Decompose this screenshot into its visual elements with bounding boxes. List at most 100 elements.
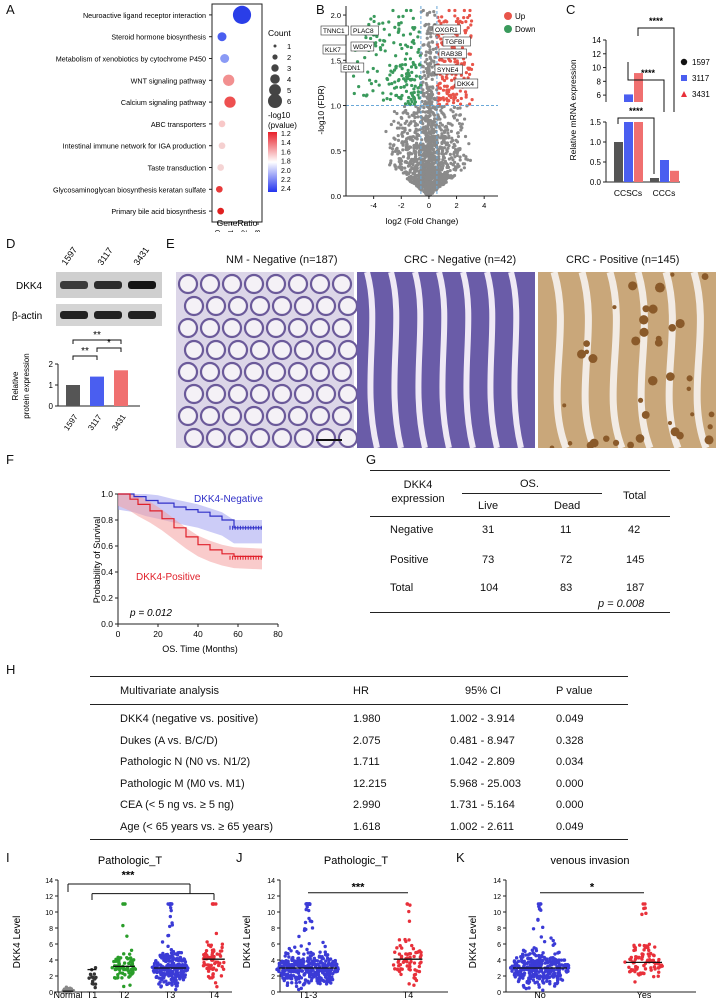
volcano-point — [430, 138, 434, 142]
dot-category-label: No — [534, 990, 546, 1000]
ihc-panel: NM - Negative (n=187) CRC - Negative (n=… — [176, 248, 718, 448]
sample-point — [640, 957, 644, 961]
volcano-point — [391, 144, 395, 148]
sample-point — [644, 944, 648, 948]
mv-bottom-rule — [90, 839, 628, 840]
sample-point — [653, 967, 657, 971]
d-sig-label: ** — [81, 346, 89, 357]
volcano-point-down — [352, 91, 356, 96]
b-legend-marker — [504, 25, 512, 33]
volcano-point — [406, 172, 410, 176]
sample-point — [90, 979, 95, 983]
sample-point — [652, 953, 656, 958]
volcano-point — [424, 77, 428, 81]
volcano-point — [456, 134, 461, 139]
volcano-point — [425, 137, 429, 142]
sample-point — [285, 981, 290, 985]
sample-point — [220, 949, 224, 953]
volcano-point-up — [455, 59, 459, 63]
sample-point — [165, 952, 170, 957]
down-gene-box — [340, 62, 365, 73]
c-bar — [634, 73, 643, 102]
d-sig-label: ** — [93, 330, 101, 341]
up-gene-label: TGFBI — [445, 39, 464, 46]
volcano-point — [400, 141, 404, 145]
crypt-shape — [293, 427, 315, 448]
sample-point — [168, 970, 172, 974]
sample-point — [170, 958, 175, 962]
volcano-point — [410, 138, 414, 142]
sample-point — [540, 953, 544, 958]
volcano-point — [463, 134, 468, 139]
crypt-shape — [315, 295, 337, 317]
dot-ylabel: DKK4 Level — [12, 916, 23, 969]
volcano-point — [430, 65, 434, 69]
c-ytick-label: 6 — [597, 91, 602, 100]
volcano-point — [428, 144, 432, 148]
sample-point — [110, 966, 114, 970]
enrichment-bubble-plot: Neuroactive ligand receptor interaction S… — [53, 3, 297, 232]
sample-point — [404, 959, 408, 963]
c-ytick-label: 1.0 — [590, 138, 602, 147]
color-legend-label: 1.2 — [281, 131, 291, 138]
mv-header-rule — [90, 704, 628, 705]
sample-point — [310, 926, 315, 930]
sample-point — [395, 946, 399, 950]
sample-point — [168, 955, 173, 960]
sample-point — [308, 957, 312, 961]
dot-ytick-label: 14 — [493, 878, 501, 885]
stain-spot — [676, 431, 684, 440]
sample-point — [562, 958, 567, 962]
panel-letter-a: A — [6, 2, 15, 17]
sample-point — [544, 957, 548, 962]
pathway-label: Steroid hormone biosynthesis — [111, 33, 206, 42]
mv-row-value: 5.968 - 25.003 — [450, 777, 521, 790]
sample-point — [168, 924, 172, 929]
volcano-point — [451, 110, 455, 114]
sample-point — [408, 964, 412, 969]
sample-point — [522, 959, 527, 963]
color-legend-label: 1.6 — [281, 149, 291, 156]
sample-point — [157, 982, 161, 986]
stain-spot — [627, 441, 635, 448]
b-ytick-label: 0.5 — [331, 147, 341, 156]
sample-point — [541, 988, 545, 992]
volcano-point — [399, 21, 403, 25]
sample-point — [296, 987, 301, 992]
volcano-point — [401, 148, 405, 152]
sample-point — [510, 969, 514, 973]
gland-lumen — [388, 272, 404, 448]
dot-plot-title: venous invasion — [551, 855, 630, 867]
sample-point — [548, 979, 552, 984]
volcano-point — [451, 101, 456, 105]
volcano-point-down — [378, 38, 382, 42]
volcano-point-up — [454, 19, 459, 24]
volcano-point — [432, 150, 436, 154]
count-legend-dot — [271, 64, 279, 72]
sample-point — [166, 933, 170, 938]
volcano-point — [447, 143, 451, 148]
pathway-label: Calcium signaling pathway — [121, 98, 207, 107]
a-xtick-label: 0.0 — [215, 230, 222, 232]
sample-point — [64, 985, 69, 989]
volcano-point — [455, 153, 459, 158]
volcano-point-down — [392, 41, 396, 45]
volcano-point — [429, 125, 434, 129]
volcano-point — [392, 86, 397, 90]
sample-point — [551, 975, 556, 979]
sample-point — [213, 961, 217, 966]
volcano-point — [445, 174, 449, 178]
crypt-shape — [177, 361, 199, 383]
c-legend-marker — [681, 75, 687, 81]
volcano-point — [415, 173, 419, 177]
sample-point — [513, 964, 518, 968]
d-ylabel: protein expression — [22, 353, 31, 418]
sample-point — [548, 963, 552, 967]
volcano-point-up — [462, 62, 466, 66]
sample-point — [329, 981, 333, 985]
volcano-point — [405, 119, 409, 123]
sample-point — [323, 944, 327, 949]
volcano-point — [425, 170, 429, 174]
sample-point — [543, 961, 548, 965]
sample-point — [129, 967, 134, 972]
